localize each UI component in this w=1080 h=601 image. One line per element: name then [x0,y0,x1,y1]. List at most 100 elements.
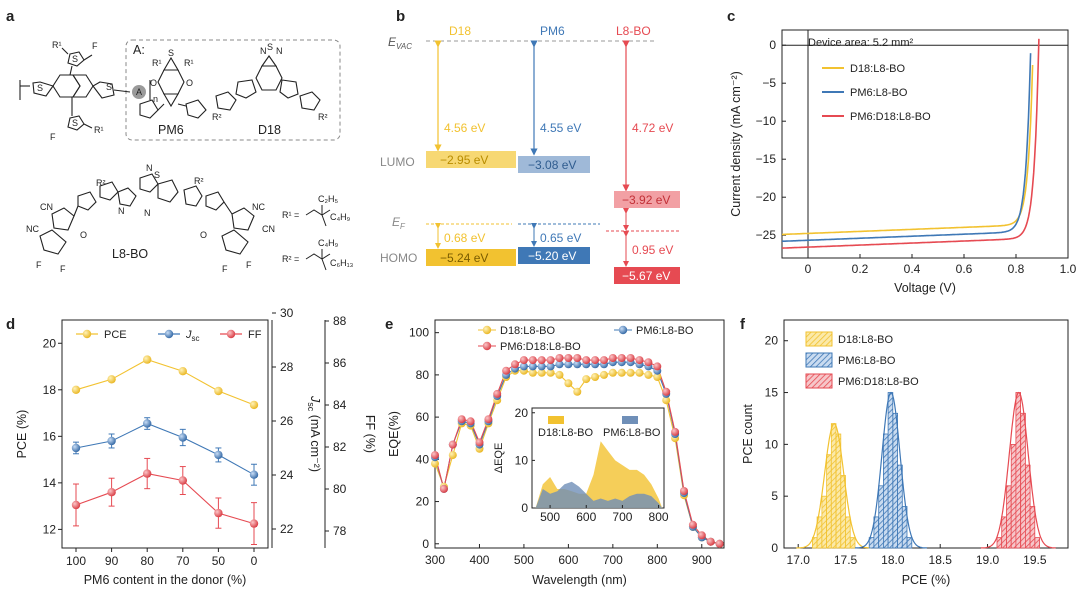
y-tick-label: −25 [756,228,777,242]
x-axis-label: Wavelength (nm) [532,573,627,587]
y-tick-label: 15 [765,386,779,400]
legend-label-text: J [185,329,192,341]
legend-label: D18:L8-BO [500,325,555,337]
ff-tick-label: 88 [333,314,347,328]
eqe-point-pm6-d18-l8-bo [537,356,546,365]
histogram-bar-pm6-d18-l8-bo [1029,506,1036,549]
panel-b: b EVAC LUMO EF HOMO D18 4.56 eV −2.95 eV… [380,8,680,284]
s-bottom: S [72,118,78,128]
x-axis-label: PM6 content in the donor (%) [84,573,247,587]
data-point-pce [249,400,259,410]
legend-swatch-marker [482,325,492,335]
y-tick-label: 100 [409,326,429,340]
eqe-point-d18-l8-bo [644,370,653,379]
x-tick-label: 300 [425,553,445,567]
pm6-gap-value: 4.55 eV [540,121,581,135]
y-tick-label: 40 [416,452,430,466]
eqe-point-pm6-d18-l8-bo [528,356,537,365]
eqe-point-pm6-l8-bo [519,362,528,371]
d18-s: S [267,42,273,52]
eqe-point-d18-l8-bo [555,370,564,379]
l8bo-lumo-bar [614,191,680,208]
histogram-bar-d18-l8-bo [812,537,818,549]
x-tick-label: 19.5 [1023,553,1047,567]
y-tick-label: −10 [756,114,777,128]
eqe-point-pm6-d18-l8-bo [617,354,626,362]
histogram-bar-pm6-d18-l8-bo [1015,392,1022,549]
eqe-point-pm6-d18-l8-bo [439,484,448,493]
pm6-homo-value: −5.20 eV [528,249,576,263]
jv-curve-d18-l8-bo [782,64,1034,236]
l8bo-cn1: CN [40,202,53,212]
r1-bottom: R¹ [94,125,104,135]
histogram-bar-d18-l8-bo [835,433,842,549]
eqe-point-pm6-d18-l8-bo [582,356,591,365]
legend-swatch-marker [618,325,628,335]
eqe-point-pm6-d18-l8-bo [573,354,582,362]
legend-label: PM6:D18:L8-BO [850,111,931,123]
x-axis-label: Voltage (V) [894,281,956,295]
data-point-pce [214,386,223,396]
device-area-annotation: Device area: 5.2 mm² [808,37,913,49]
pm6-s: S [168,48,174,58]
eqe-point-d18-l8-bo [600,370,608,379]
pm6-o2: O [186,78,193,88]
inset-y-tick-label: 0 [521,501,528,515]
eqe-point-d18-l8-bo [608,368,617,377]
eqe-point-d18-l8-bo [582,375,591,384]
inset-legend-swatch-pm6 [622,416,638,424]
eqe-point-pm6-d18-l8-bo [448,440,457,449]
histogram-bar-d18-l8-bo [840,475,846,549]
x-tick-label: 17.5 [834,553,858,567]
pm6-label: PM6 [158,123,184,137]
data-point-j [178,433,187,442]
l8bo-o1: O [80,230,87,240]
eqe-point-pm6-d18-l8-bo [680,487,688,495]
y-tick-label: 60 [416,410,430,424]
jv-curve-pm6-d18-l8-bo [782,38,1040,249]
plot-frame [434,319,725,549]
legend-swatch-marker [482,341,492,351]
l8bo-o2: O [200,230,207,240]
y-axis-label: EQE(%) [387,411,401,457]
d18-homo-bar [426,249,516,266]
series-line-pce [75,359,255,406]
s-top: S [72,54,78,64]
histogram-bar-pm6-d18-l8-bo [1010,443,1017,549]
jsc-tick-label: 28 [280,360,294,374]
series-line-j [75,422,255,476]
legend-swatch-marker [226,329,236,339]
x-tick-label: 80 [141,554,155,568]
f-top: F [92,41,98,51]
data-point-j [214,450,223,460]
eqe-point-pm6-d18-l8-bo [555,354,564,362]
gaussian-fit-d18-l8-bo [796,422,872,549]
r2-definition: R² = [282,254,299,264]
eqe-point-d18-l8-bo [617,368,626,377]
y-tick-label: 0 [769,38,776,52]
acceptor-unit-circle [132,85,146,99]
y-tick-label: 20 [416,495,430,509]
inset-legend-swatch-d18 [548,416,564,424]
plot-frame [781,29,1069,259]
legend-swatch-marker [82,329,92,339]
eqe-point-d18-l8-bo [431,459,439,468]
histogram-bar-pm6-l8-bo [892,412,899,549]
histogram-bar-pm6-l8-bo [901,506,908,549]
r1-definition: R¹ = [282,210,299,220]
eqe-point-pm6-d18-l8-bo [493,389,502,398]
eqe-point-pm6-d18-l8-bo [511,360,519,369]
x-tick-label: 0.6 [956,262,973,276]
jsc-tick-label: 30 [280,306,294,320]
gaussian-fit-pm6-d18-l8-bo [980,391,1056,549]
lumo-label: LUMO [380,155,415,169]
l8bo-f2: F [60,264,66,274]
d18-ef-gap: 0.68 eV [444,231,485,245]
legend-label-sub: sc [192,334,200,343]
eqe-point-pm6-d18-l8-bo [653,362,662,371]
eqe-point-d18-l8-bo [573,387,582,396]
histogram-bar-pm6-l8-bo [883,433,889,549]
panel-d-label: d [6,316,15,333]
polymer-backbone [19,47,151,131]
